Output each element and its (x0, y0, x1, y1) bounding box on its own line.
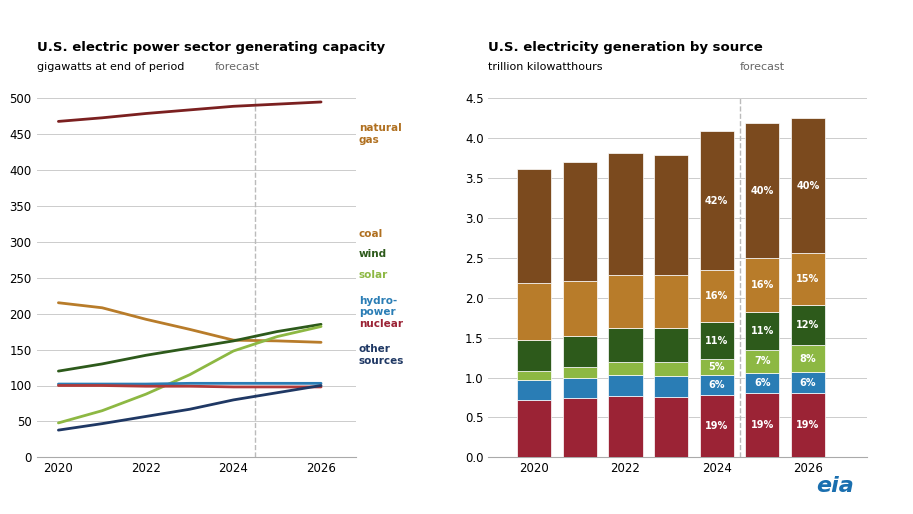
Bar (699, 375, 734, 395)
Bar (608, 396, 643, 457)
Bar (699, 359, 734, 375)
Text: solar: solar (359, 270, 388, 280)
Bar (562, 281, 597, 336)
Bar (654, 275, 688, 328)
Bar (699, 322, 734, 359)
Bar (517, 400, 551, 457)
Bar (517, 340, 551, 371)
Text: 8%: 8% (800, 354, 816, 364)
Text: trillion kilowatthours: trillion kilowatthours (488, 62, 603, 72)
Bar (608, 328, 643, 362)
Bar (654, 397, 688, 457)
Text: forecast: forecast (740, 62, 784, 72)
Bar (517, 169, 551, 283)
Bar (699, 270, 734, 322)
Text: 6%: 6% (800, 378, 816, 388)
Bar (654, 155, 688, 275)
Text: 5%: 5% (708, 362, 725, 372)
Text: U.S. electricity generation by source: U.S. electricity generation by source (488, 41, 763, 54)
Bar (562, 336, 597, 367)
Text: 12%: 12% (796, 320, 820, 330)
Bar (699, 395, 734, 457)
Bar (654, 361, 688, 376)
Text: 40%: 40% (796, 180, 820, 191)
Bar (791, 373, 825, 393)
Text: hydro-
power: hydro- power (359, 296, 397, 317)
Text: 15%: 15% (796, 274, 820, 284)
Text: 19%: 19% (796, 420, 820, 430)
Text: 6%: 6% (708, 380, 725, 390)
Bar (791, 253, 825, 304)
Text: natural
gas: natural gas (359, 123, 402, 145)
Bar (562, 378, 597, 398)
Text: coal: coal (359, 229, 383, 238)
Bar (791, 345, 825, 373)
Bar (654, 328, 688, 361)
Bar (745, 373, 780, 393)
Bar (654, 376, 688, 397)
Bar (791, 393, 825, 457)
Text: 16%: 16% (750, 281, 774, 290)
Text: 19%: 19% (750, 420, 774, 430)
Text: eia: eia (816, 476, 855, 495)
Bar (517, 380, 551, 400)
Bar (745, 259, 780, 313)
Bar (745, 123, 780, 259)
Text: forecast: forecast (215, 62, 259, 72)
Text: 16%: 16% (705, 291, 729, 301)
Bar (562, 162, 597, 281)
Bar (562, 398, 597, 457)
Bar (745, 393, 780, 457)
Text: 11%: 11% (705, 336, 729, 345)
Bar (517, 371, 551, 380)
Bar (562, 367, 597, 378)
Text: 6%: 6% (754, 378, 771, 388)
Bar (791, 304, 825, 345)
Text: other
sources: other sources (359, 344, 404, 366)
Text: wind: wind (359, 249, 387, 259)
Bar (745, 350, 780, 373)
Bar (745, 313, 780, 350)
Bar (791, 118, 825, 253)
Text: 42%: 42% (705, 195, 729, 206)
Bar (608, 274, 643, 328)
Text: 11%: 11% (750, 326, 774, 336)
Text: 7%: 7% (754, 356, 771, 366)
Text: 40%: 40% (750, 186, 774, 196)
Bar (517, 283, 551, 340)
Text: U.S. electric power sector generating capacity: U.S. electric power sector generating ca… (37, 41, 384, 54)
Bar (608, 375, 643, 396)
Bar (608, 153, 643, 274)
Bar (608, 362, 643, 375)
Text: nuclear: nuclear (359, 319, 403, 328)
Text: 19%: 19% (705, 421, 729, 431)
Bar (699, 132, 734, 270)
Text: gigawatts at end of period: gigawatts at end of period (37, 62, 184, 72)
